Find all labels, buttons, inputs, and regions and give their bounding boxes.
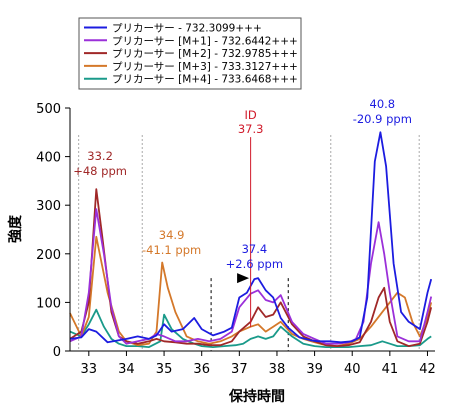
x-tick-label-33: 33 (81, 362, 98, 377)
legend-label-0: プリカーサー - 732.3099+++ (112, 23, 262, 35)
x-tick-label-39: 39 (306, 362, 323, 377)
y-tick-label-400: 400 (36, 151, 61, 166)
annotation-ppm-1: -41.1 ppm (142, 243, 201, 257)
x-tick-label-36: 36 (193, 362, 210, 377)
y-axis-title: 強度 (7, 214, 24, 243)
annotation-rt-0: 33.2 (87, 149, 113, 163)
annotation-rt-3: 40.8 (370, 97, 396, 111)
x-tick-label-38: 38 (269, 362, 286, 377)
annotation-ppm-2: +2.6 ppm (226, 257, 283, 271)
series-line-0 (69, 131, 433, 344)
x-tick-label-37: 37 (231, 362, 248, 377)
annotation-ppm-3: -20.9 ppm (353, 112, 412, 126)
y-tick-label-500: 500 (36, 102, 61, 117)
y-tick-label-200: 200 (36, 248, 61, 263)
y-tick-label-100: 100 (36, 296, 61, 311)
x-tick-label-40: 40 (344, 362, 361, 377)
peak-annotations: 33.2+48 ppm 34.9-41.1 ppm 37.4+2.6 ppm 40.8… (73, 97, 412, 271)
series-lines (69, 131, 433, 349)
id-value: 37.3 (238, 122, 264, 136)
annotation-rt-1: 34.9 (159, 228, 185, 242)
id-marker-triangle (237, 273, 250, 284)
legend-label-4: プリカーサー [M+4] - 733.6468+++ (112, 74, 298, 86)
legend: プリカーサー - 732.3099+++プリカーサー [M+1] - 732.6… (78, 17, 302, 90)
x-tick-label-34: 34 (118, 362, 135, 377)
reference-lines (78, 135, 420, 351)
x-tick-label-42: 42 (419, 362, 436, 377)
annotation-ppm-0: +48 ppm (73, 164, 127, 178)
legend-label-3: プリカーサー [M+3] - 733.3127+++ (112, 61, 298, 73)
x-tick-label-41: 41 (382, 362, 399, 377)
series-line-1 (69, 208, 433, 345)
series-line-4 (69, 308, 432, 349)
axes (69, 108, 435, 352)
legend-box (78, 17, 302, 90)
axis-ticks: 33 34 35 36 37 38 39 40 41 42 0 100 200 300 400 500 (36, 102, 436, 377)
legend-label-2: プリカーサー [M+2] - 732.9785+++ (112, 48, 298, 60)
x-tick-label-35: 35 (156, 362, 173, 377)
id-label: ID (244, 108, 256, 122)
y-tick-label-0: 0 (53, 345, 61, 360)
x-axis-title: 保持時間 (228, 388, 285, 405)
legend-label-1: プリカーサー [M+1] - 732.6442+++ (112, 35, 298, 47)
y-tick-label-300: 300 (36, 199, 61, 214)
annotation-rt-2: 37.4 (242, 242, 268, 256)
